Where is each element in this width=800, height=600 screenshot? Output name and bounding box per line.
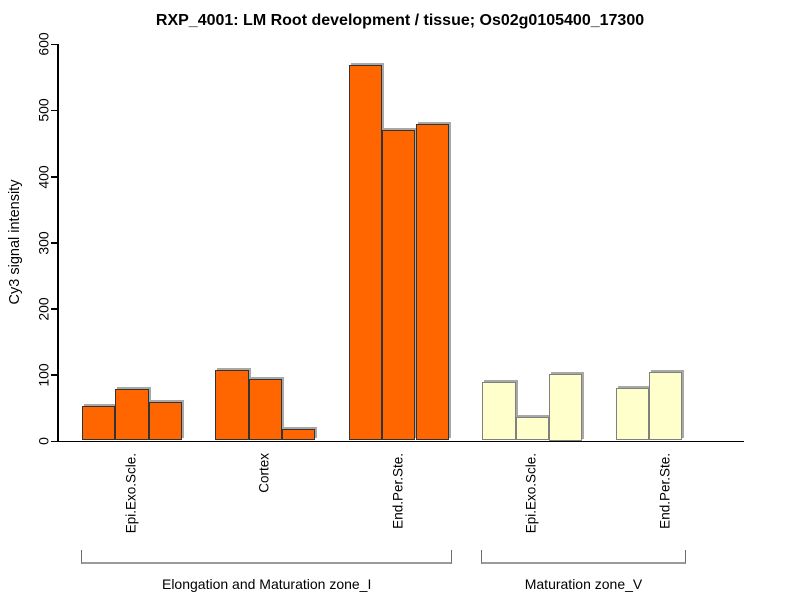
bar (248, 379, 283, 441)
y-tick (50, 109, 57, 112)
y-tick (50, 440, 57, 442)
bar (615, 387, 649, 441)
y-axis-title: Cy3 signal intensity (7, 179, 24, 305)
group-label: End.Per.Ste. (657, 452, 673, 529)
y-tick (50, 43, 57, 46)
bar (548, 374, 583, 441)
group-label: End.Per.Ste. (390, 452, 406, 529)
bar (82, 406, 116, 441)
zone-bracket (81, 549, 453, 564)
y-tick-label: 300 (35, 230, 52, 255)
y-tick-label: 0 (35, 437, 52, 445)
chart-title: RXP_4001: LM Root development / tissue; … (155, 12, 645, 29)
bar (215, 369, 249, 441)
y-tick (50, 242, 57, 244)
y-axis (57, 43, 59, 442)
zone-label: Maturation zone_V (524, 575, 643, 592)
bar (515, 417, 549, 441)
bar (115, 388, 149, 441)
zone-bracket (481, 549, 686, 564)
bar (382, 129, 416, 441)
bar (648, 372, 683, 441)
bar (415, 124, 449, 441)
bar (282, 428, 316, 441)
y-tick-label: 600 (35, 32, 52, 56)
y-tick (50, 308, 57, 310)
group-label: Epi.Exo.Scle. (523, 452, 539, 533)
y-tick (50, 176, 57, 178)
bar (348, 64, 383, 441)
y-tick (50, 374, 57, 376)
bar (482, 381, 516, 441)
y-tick-label: 500 (35, 98, 52, 123)
zone-label: Elongation and Maturation zone_I (161, 575, 372, 592)
y-tick-label: 400 (35, 164, 52, 189)
y-tick-label: 200 (35, 297, 52, 321)
y-tick-label: 100 (35, 363, 52, 387)
x-axis (57, 440, 744, 442)
bar (148, 402, 183, 441)
group-label: Epi.Exo.Scle. (123, 452, 139, 533)
group-label: Cortex (257, 452, 272, 493)
